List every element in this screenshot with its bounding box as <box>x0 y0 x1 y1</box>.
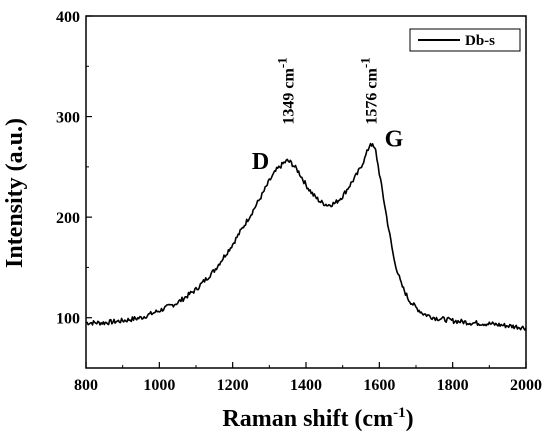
band-label-g: G <box>385 127 404 153</box>
x-tick-label: 2000 <box>510 377 542 394</box>
peak-label-g_pos: 1576 cm-1 <box>358 57 381 124</box>
x-axis-title-sup: -1 <box>393 405 406 421</box>
x-tick-label: 1600 <box>363 377 395 394</box>
legend-box <box>409 28 521 52</box>
band-label-d: D <box>252 149 269 175</box>
y-tick-label: 300 <box>56 110 80 127</box>
x-axis-title: Raman shift (cm-1) <box>222 405 413 432</box>
y-axis-title: Intensity (a.u.) <box>2 118 28 268</box>
y-tick-label: 400 <box>56 9 80 26</box>
x-tick-label: 1000 <box>143 377 175 394</box>
peak-label-d_pos: 1349 cm-1 <box>274 57 297 124</box>
peak-annotations: D G 1349 cm-1 1576 cm-1 <box>252 57 404 175</box>
x-axis-title-close: ) <box>406 406 414 432</box>
x-tick-label: 1800 <box>437 377 469 394</box>
x-tick-label: 1400 <box>290 377 322 394</box>
x-axis-title-main: Raman shift (cm <box>222 406 393 432</box>
x-tick-label: 800 <box>74 377 98 394</box>
series-layer <box>85 142 527 331</box>
x-tick-label: 1200 <box>217 377 249 394</box>
legend: Db-s <box>409 28 521 52</box>
y-tick-label: 200 <box>56 210 80 227</box>
legend-label: Db-s <box>465 33 495 49</box>
y-tick-label: 100 <box>56 311 80 328</box>
axis-ticks: 800 1000 1200 1400 1600 1800 2000 100 200 300 400 <box>56 9 542 394</box>
series-line-db-s <box>85 142 527 331</box>
